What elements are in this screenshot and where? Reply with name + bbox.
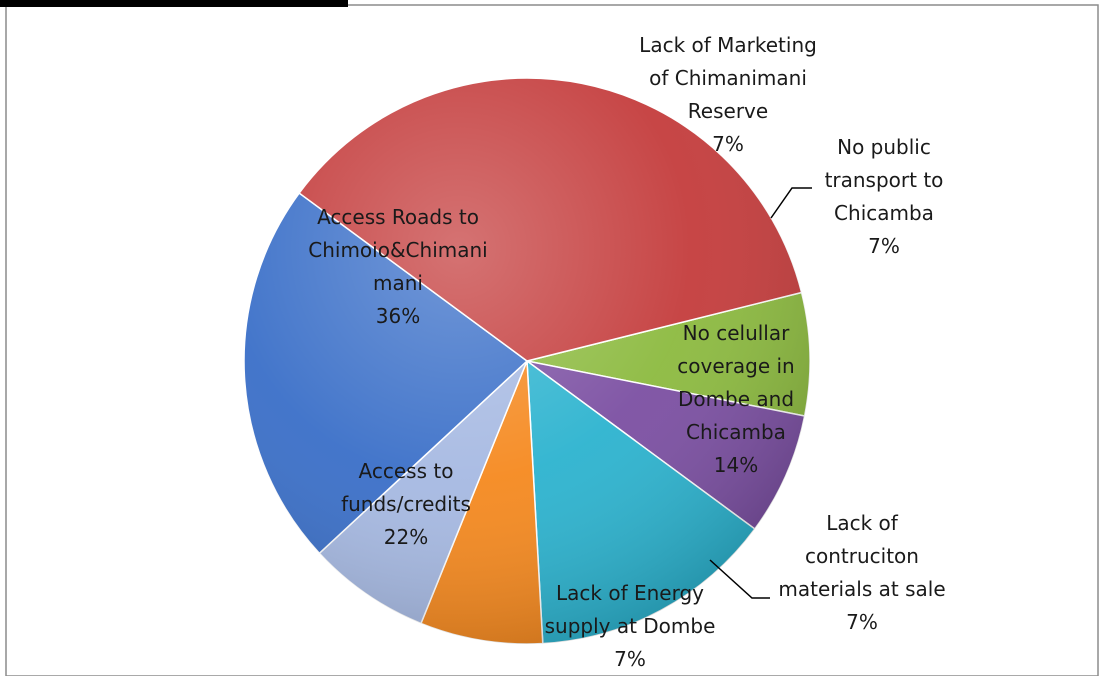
data-label-line: transport to <box>825 168 944 192</box>
data-label-line: Lack of Marketing <box>639 33 817 57</box>
data-label: Lack of Marketing of Chimanimani Reserve 7% <box>639 33 817 156</box>
data-label-line: materials at sale <box>778 577 945 601</box>
data-label-line: coverage in <box>677 354 794 378</box>
data-label-percent: 7% <box>846 610 878 634</box>
data-label-line: Lack of <box>826 511 899 535</box>
data-label-line: No celullar <box>683 321 790 345</box>
data-label-line: No public <box>837 135 931 159</box>
data-label-percent: 14% <box>714 453 758 477</box>
data-label-percent: 36% <box>376 304 420 328</box>
data-label: No public transport to Chicamba 7% <box>825 135 944 258</box>
data-label-percent: 7% <box>868 234 900 258</box>
data-label-percent: 22% <box>384 525 428 549</box>
data-label-line: Dombe and <box>678 387 794 411</box>
header-bar <box>0 0 348 7</box>
data-label-line: Chicamba <box>686 420 786 444</box>
data-label: Lack of contruciton materials at sale 7% <box>778 511 945 634</box>
data-label-percent: 7% <box>712 132 744 156</box>
data-label: Access to funds/credits 22% <box>341 459 471 549</box>
data-label-line: Lack of Energy <box>556 581 704 605</box>
data-label-line: contruciton <box>805 544 919 568</box>
data-label-line: Chicamba <box>834 201 934 225</box>
data-label-line: supply at Dombe <box>545 614 716 638</box>
data-label: Lack of Energy supply at Dombe 7% <box>545 581 716 671</box>
data-label-line: Access to <box>359 459 454 483</box>
data-label-line: of Chimanimani <box>649 66 807 90</box>
data-label-line: mani <box>373 271 423 295</box>
data-label: No celullar coverage in Dombe and Chicamba 1… <box>677 321 794 477</box>
leader-line <box>709 559 770 599</box>
data-label: Access Roads to Chimoio&Chimani mani 36% <box>308 205 487 328</box>
data-label-line: Reserve <box>688 99 768 123</box>
data-label-line: Chimoio&Chimani <box>308 238 487 262</box>
data-label-percent: 7% <box>614 647 646 671</box>
data-label-line: Access Roads to <box>317 205 479 229</box>
leader-line <box>770 187 812 219</box>
data-label-line: funds/credits <box>341 492 471 516</box>
